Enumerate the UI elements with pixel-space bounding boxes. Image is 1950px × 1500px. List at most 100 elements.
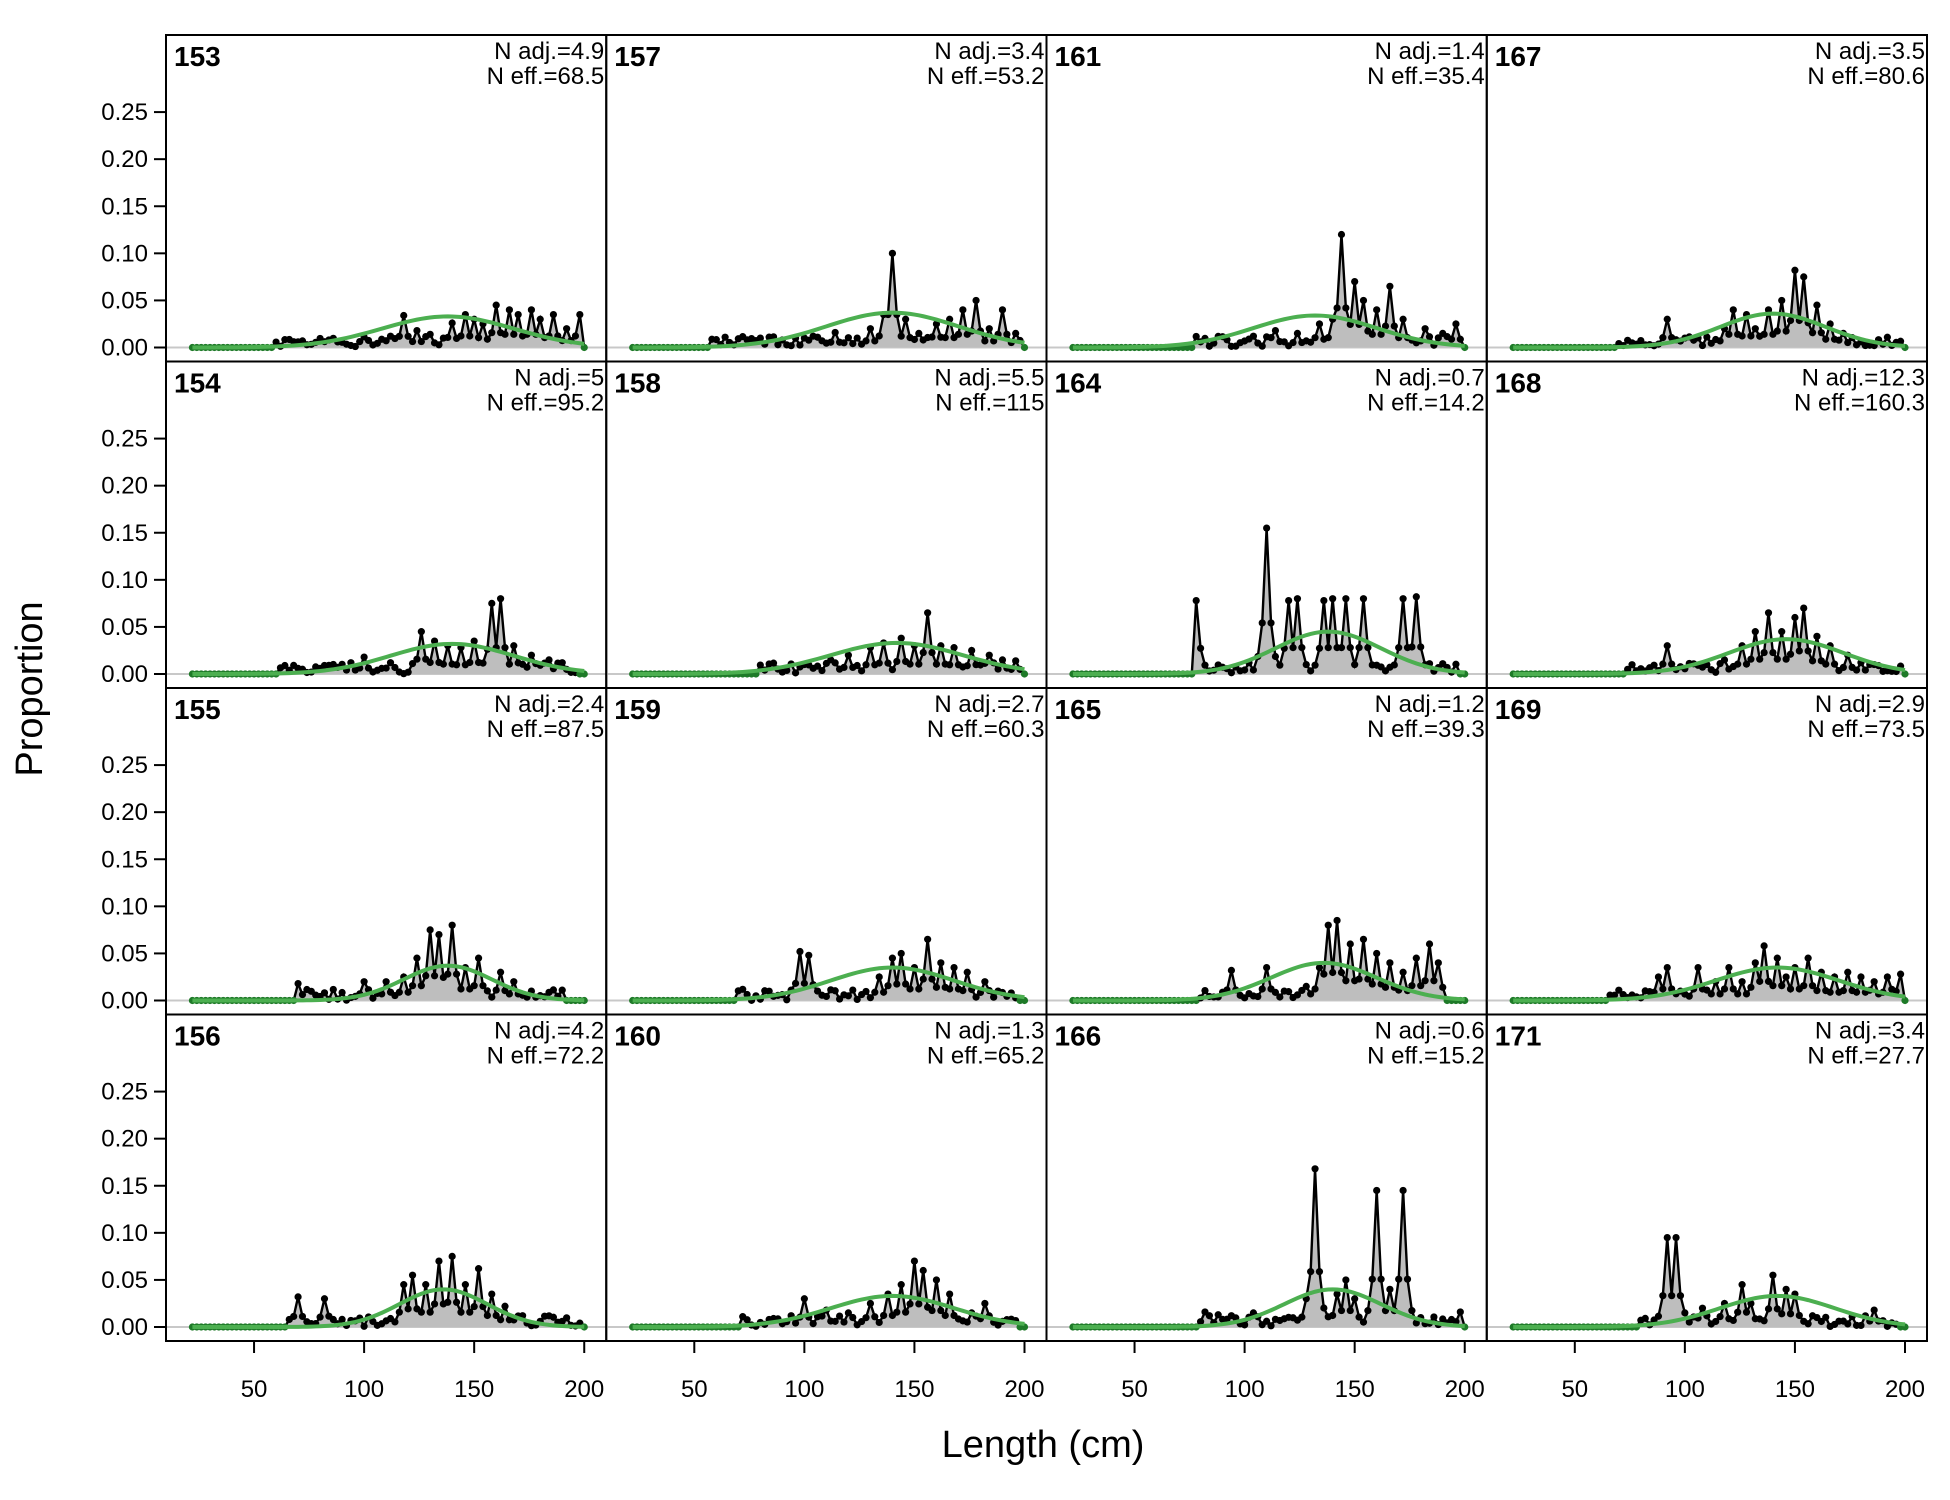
expected-line [1072,313,1465,350]
observed-point [1826,988,1834,996]
observed-point [1403,1275,1412,1283]
expected-line [192,1287,585,1329]
observed-point [1663,315,1671,323]
observed-point [360,978,368,986]
observed-point [1267,1322,1275,1330]
expected-line [192,641,585,676]
observed-point [1003,330,1011,338]
n-adj-label: N adj.=2.4 [494,691,604,718]
observed-point [1254,992,1262,1001]
observed-point [549,986,558,994]
observed-point [395,332,403,340]
observed-point [1311,985,1319,993]
y-tick-label: 0.10 [101,567,148,594]
observed-point [417,982,425,990]
observed-point [796,341,804,349]
observed-point [457,1308,465,1316]
observed-point [1298,1313,1306,1321]
panel-153: 153 N adj.=4.9N eff.=68.5 [165,34,608,363]
observed-point [1373,306,1381,314]
observed-point [1324,921,1332,929]
observed-point [805,951,813,959]
observed-point [902,980,910,988]
observed-point [1852,988,1861,996]
observed-point [888,249,897,257]
observed-point [1778,296,1786,305]
observed-point [1293,991,1302,999]
observed-point [488,329,496,337]
observed-point [1412,954,1420,962]
observed-point [1800,982,1808,990]
observed-point [963,1318,971,1326]
observed-point [1760,648,1768,657]
observed-point [1258,342,1266,350]
observed-point [915,985,923,993]
expected-line [632,640,1025,676]
observed-point [1351,1295,1359,1303]
observed-point [527,306,536,314]
observed-point [981,978,989,986]
x-tick-label: 100 [1665,1376,1705,1403]
observed-point [1285,596,1293,605]
observed-point [1826,320,1834,328]
observed-point [985,325,993,333]
panel-id-label: 166 [1055,1021,1102,1052]
observed-point [932,660,941,668]
observed-point [849,986,857,994]
observed-point [1808,982,1817,990]
y-tick-label: 0.00 [101,1314,148,1341]
observed-point [426,1308,434,1316]
expected-line [1513,637,1906,676]
panel-154: 154 N adj.=5N eff.=95.2 [165,360,608,689]
observed-point [1417,643,1425,651]
observed-point [501,330,509,338]
observed-point [1412,593,1420,601]
expected-line [1072,629,1465,676]
observed-point [496,1316,505,1324]
observed-point [1333,304,1341,312]
n-adj-label: N adj.=1.2 [1375,691,1485,718]
observed-point [1205,1312,1213,1320]
observed-point [448,319,456,327]
panel-160: 160 N adj.=1.3N eff.=65.2 [605,1013,1048,1342]
y-axis-title: Proportion [9,601,51,776]
observed-point [1293,595,1302,603]
n-eff-label: N eff.=115 [935,390,1044,417]
observed-point [893,657,901,666]
observed-point [1685,992,1693,1000]
observed-point [510,642,518,650]
observed-point [413,326,421,335]
panel-168: 168 N adj.=12.3N eff.=160.3 [1485,360,1928,689]
panel-157: 157 N adj.=3.4N eff.=53.2 [605,34,1048,363]
observed-point [404,668,412,676]
observed-point [739,985,747,993]
observed-point [1337,230,1346,239]
observed-point [1650,661,1658,669]
observed-point [1263,1317,1271,1325]
observed-point [1359,935,1368,943]
observed-point [1399,595,1407,603]
expected-line [1072,960,1465,1003]
observed-point [1756,977,1764,985]
observed-point [1249,666,1258,674]
observed-point [408,1271,417,1279]
x-tick-label: 100 [344,1376,384,1403]
observed-point [294,979,302,988]
observed-point [1342,1276,1350,1284]
observed-point [1672,1233,1680,1242]
observed-point [910,1257,919,1265]
observed-point [743,1316,751,1324]
panel-164: 164 N adj.=0.7N eff.=14.2 [1045,360,1488,689]
observed-point [937,1306,945,1315]
observed-point [1241,666,1249,674]
observed-point [1742,660,1751,668]
observed-point [1012,657,1020,665]
observed-point [840,663,848,672]
observed-point [765,987,773,995]
observed-point [998,306,1007,314]
observed-point [880,1311,888,1320]
observed-point [1359,595,1368,603]
observed-area [1072,234,1465,348]
observed-point [844,1309,852,1317]
observed-point [1769,982,1777,990]
